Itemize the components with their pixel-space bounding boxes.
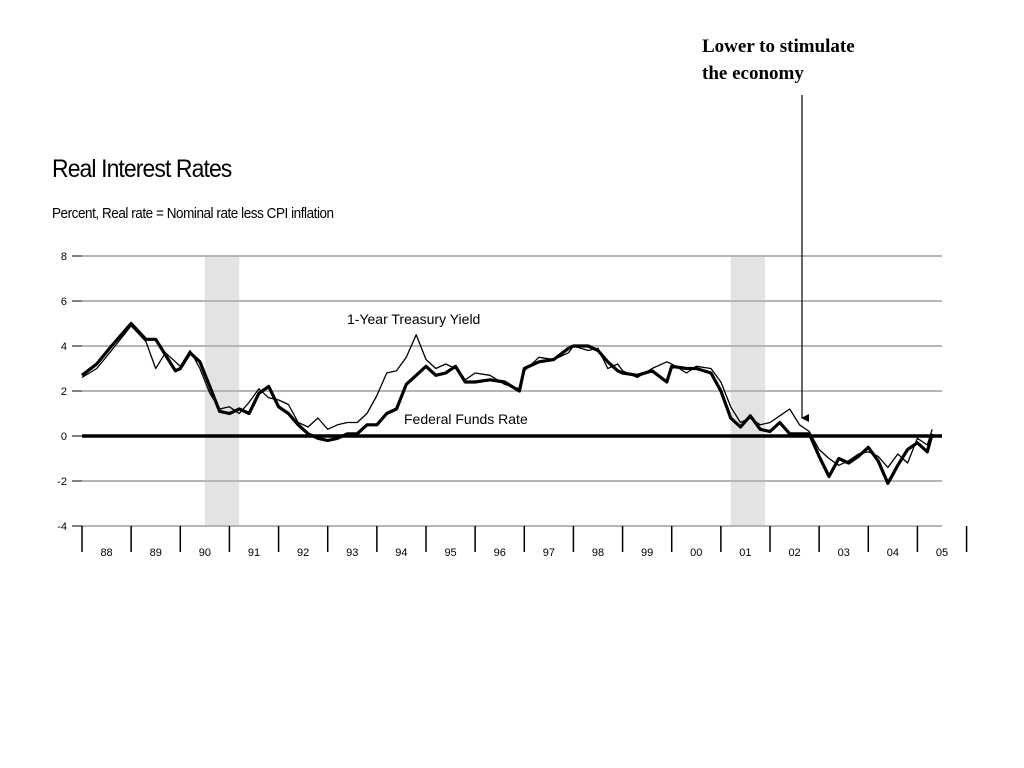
x-tick-label: 89 — [150, 547, 162, 559]
x-tick-label: 96 — [494, 547, 506, 559]
x-tick-label: 95 — [444, 547, 456, 559]
x-tick-label: 94 — [395, 547, 407, 559]
x-tick-label: 93 — [346, 547, 358, 559]
x-tick-label: 91 — [248, 547, 260, 559]
y-tick-label: -4 — [57, 521, 67, 533]
x-tick-label: 00 — [690, 547, 702, 559]
x-tick-label: 04 — [887, 547, 899, 559]
y-tick-label: 8 — [61, 251, 67, 263]
series-label-1: 1-Year Treasury Yield — [347, 311, 480, 327]
x-tick-label: 01 — [739, 547, 751, 559]
x-tick-label: 05 — [936, 547, 948, 559]
chart-subtitle: Percent, Real rate = Nominal rate less C… — [52, 205, 334, 222]
series-lines — [81, 321, 934, 485]
gridlines: 8 6 4 2 0 -2 -4 — [57, 251, 942, 533]
x-tick-label: 98 — [592, 547, 604, 559]
y-tick-label: 0 — [61, 431, 67, 443]
axes: 88 89 90 91 92 93 94 95 96 97 98 99 00 01 02 03 04 05 — [81, 526, 968, 559]
x-tick-label: 92 — [297, 547, 309, 559]
y-tick-label: 4 — [61, 341, 67, 353]
y-tick-label: -2 — [57, 476, 67, 488]
annotation-text: Lower to stimulate the economy — [702, 33, 902, 87]
annotation-line-2: the economy — [702, 63, 804, 84]
x-tick-label: 99 — [641, 547, 653, 559]
y-tick-label: 2 — [61, 386, 67, 398]
series-label-2: Federal Funds Rate — [404, 411, 528, 427]
y-tick-label: 6 — [61, 296, 67, 308]
annotation-line-1: Lower to stimulate — [702, 36, 855, 57]
chart-title: Real Interest Rates — [52, 155, 232, 183]
x-tick-label: 02 — [788, 547, 800, 559]
x-tick-label: 03 — [838, 547, 850, 559]
x-tick-label: 97 — [543, 547, 555, 559]
series-line-2 — [81, 321, 934, 485]
x-tick-label: 90 — [199, 547, 211, 559]
x-tick-label: 88 — [100, 547, 112, 559]
series-labels: 1-Year Treasury Yield Federal Funds Rate — [347, 311, 528, 427]
